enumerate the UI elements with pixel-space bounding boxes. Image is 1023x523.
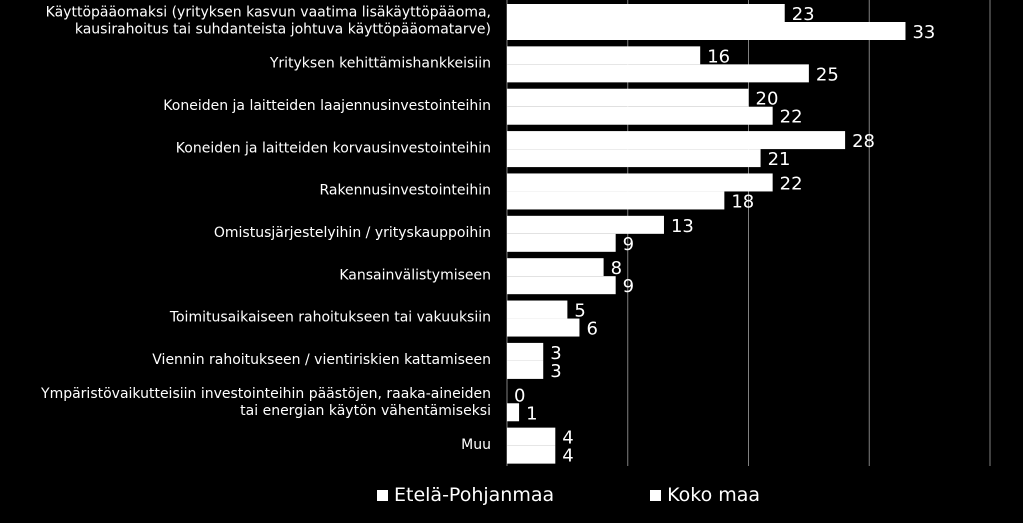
- category-label: Omistusjärjestelyihin / yrityskauppoihin: [214, 225, 491, 241]
- category-label-line: Omistusjärjestelyihin / yrityskauppoihin: [214, 225, 491, 241]
- category-label: Viennin rahoitukseen / vientiriskien kat…: [152, 352, 491, 368]
- legend-label: Etelä-Pohjanmaa: [394, 484, 555, 506]
- value-label: 0: [514, 385, 525, 406]
- bar-etela-pohjanmaa: [507, 300, 568, 319]
- bar-etela-pohjanmaa: [507, 258, 604, 277]
- category-label-line: Viennin rahoitukseen / vientiriskien kat…: [152, 352, 491, 368]
- bar-koko-maa: [507, 445, 556, 464]
- value-label: 3: [550, 343, 561, 364]
- value-label: 25: [816, 64, 839, 85]
- value-label: 22: [780, 173, 803, 194]
- value-label: 28: [852, 131, 875, 152]
- legend-swatch: [650, 489, 662, 501]
- bar-etela-pohjanmaa: [507, 88, 749, 107]
- bar-etela-pohjanmaa: [507, 173, 773, 192]
- category-label: Yrityksen kehittämishankkeisiin: [269, 56, 491, 72]
- category-label: Koneiden ja laitteiden korvausinvestoint…: [176, 140, 491, 156]
- value-label: 1: [526, 403, 537, 424]
- value-label: 23: [792, 4, 815, 25]
- bar-etela-pohjanmaa: [507, 427, 556, 446]
- legend-item-koko-maa: Koko maa: [650, 484, 760, 506]
- category-label-line: Koneiden ja laitteiden laajennusinvestoi…: [163, 98, 491, 114]
- category-label-line: Käyttöpääomaksi (yrityksen kasvun vaatim…: [46, 5, 491, 21]
- value-label: 20: [756, 89, 779, 110]
- category-label: Koneiden ja laitteiden laajennusinvestoi…: [163, 98, 491, 114]
- category-label-line: Koneiden ja laitteiden korvausinvestoint…: [176, 140, 491, 156]
- legend-item-etela-pohjanmaa: Etelä-Pohjanmaa: [377, 484, 554, 506]
- category-label: Ympäristövaikutteisiin investointeihin p…: [40, 386, 491, 419]
- category-label: Käyttöpääomaksi (yrityksen kasvun vaatim…: [46, 5, 491, 38]
- bar-koko-maa: [507, 64, 809, 83]
- category-label-line: tai energian käytön vähentämiseksi: [240, 403, 491, 419]
- category-label: Kansainvälistymiseen: [339, 267, 491, 283]
- category-label: Rakennusinvestointeihin: [319, 183, 491, 199]
- category-label-line: Ympäristövaikutteisiin investointeihin p…: [40, 386, 491, 402]
- category-label-line: kausirahoitus tai suhdanteista johtuva k…: [75, 22, 491, 38]
- bar-koko-maa: [507, 191, 725, 210]
- value-label: 33: [912, 22, 935, 43]
- bar-etela-pohjanmaa: [507, 46, 701, 65]
- value-label: 4: [562, 446, 573, 467]
- legend: Etelä-Pohjanmaa Koko maa: [377, 484, 760, 506]
- bar-koko-maa: [507, 106, 773, 125]
- value-label: 21: [768, 149, 791, 170]
- bar-koko-maa: [507, 233, 616, 252]
- value-label: 9: [623, 234, 634, 255]
- bar-chart: Käyttöpääomaksi (yrityksen kasvun vaatim…: [40, 0, 991, 467]
- bar-etela-pohjanmaa: [507, 131, 846, 150]
- value-label: 13: [671, 216, 694, 237]
- category-label: Muu: [461, 437, 491, 453]
- bar-etela-pohjanmaa: [507, 342, 544, 361]
- value-label: 8: [611, 258, 622, 279]
- bar-koko-maa: [507, 22, 906, 40]
- legend-label: Koko maa: [667, 484, 761, 506]
- bar-koko-maa: [507, 318, 580, 337]
- category-label-line: Rakennusinvestointeihin: [319, 183, 491, 199]
- bar-koko-maa: [507, 360, 544, 379]
- bar-koko-maa: [507, 149, 761, 168]
- value-label: 22: [780, 107, 803, 128]
- category-label-line: Yrityksen kehittämishankkeisiin: [269, 56, 491, 72]
- value-label: 3: [550, 361, 561, 382]
- category-label: Toimitusaikaiseen rahoitukseen tai vakuu…: [169, 310, 491, 326]
- category-label-line: Toimitusaikaiseen rahoitukseen tai vakuu…: [169, 310, 491, 326]
- value-label: 5: [574, 301, 585, 322]
- value-label: 9: [623, 276, 634, 297]
- value-label: 18: [731, 191, 754, 212]
- value-label: 16: [707, 46, 730, 67]
- bar-etela-pohjanmaa: [507, 4, 785, 22]
- category-label-line: Kansainvälistymiseen: [339, 267, 491, 283]
- bar-koko-maa: [507, 276, 616, 295]
- legend-swatch: [377, 489, 388, 501]
- category-label-line: Muu: [461, 437, 491, 453]
- value-label: 6: [586, 319, 597, 340]
- bar-etela-pohjanmaa: [507, 215, 664, 234]
- bar-koko-maa: [507, 403, 520, 422]
- value-label: 4: [562, 428, 573, 449]
